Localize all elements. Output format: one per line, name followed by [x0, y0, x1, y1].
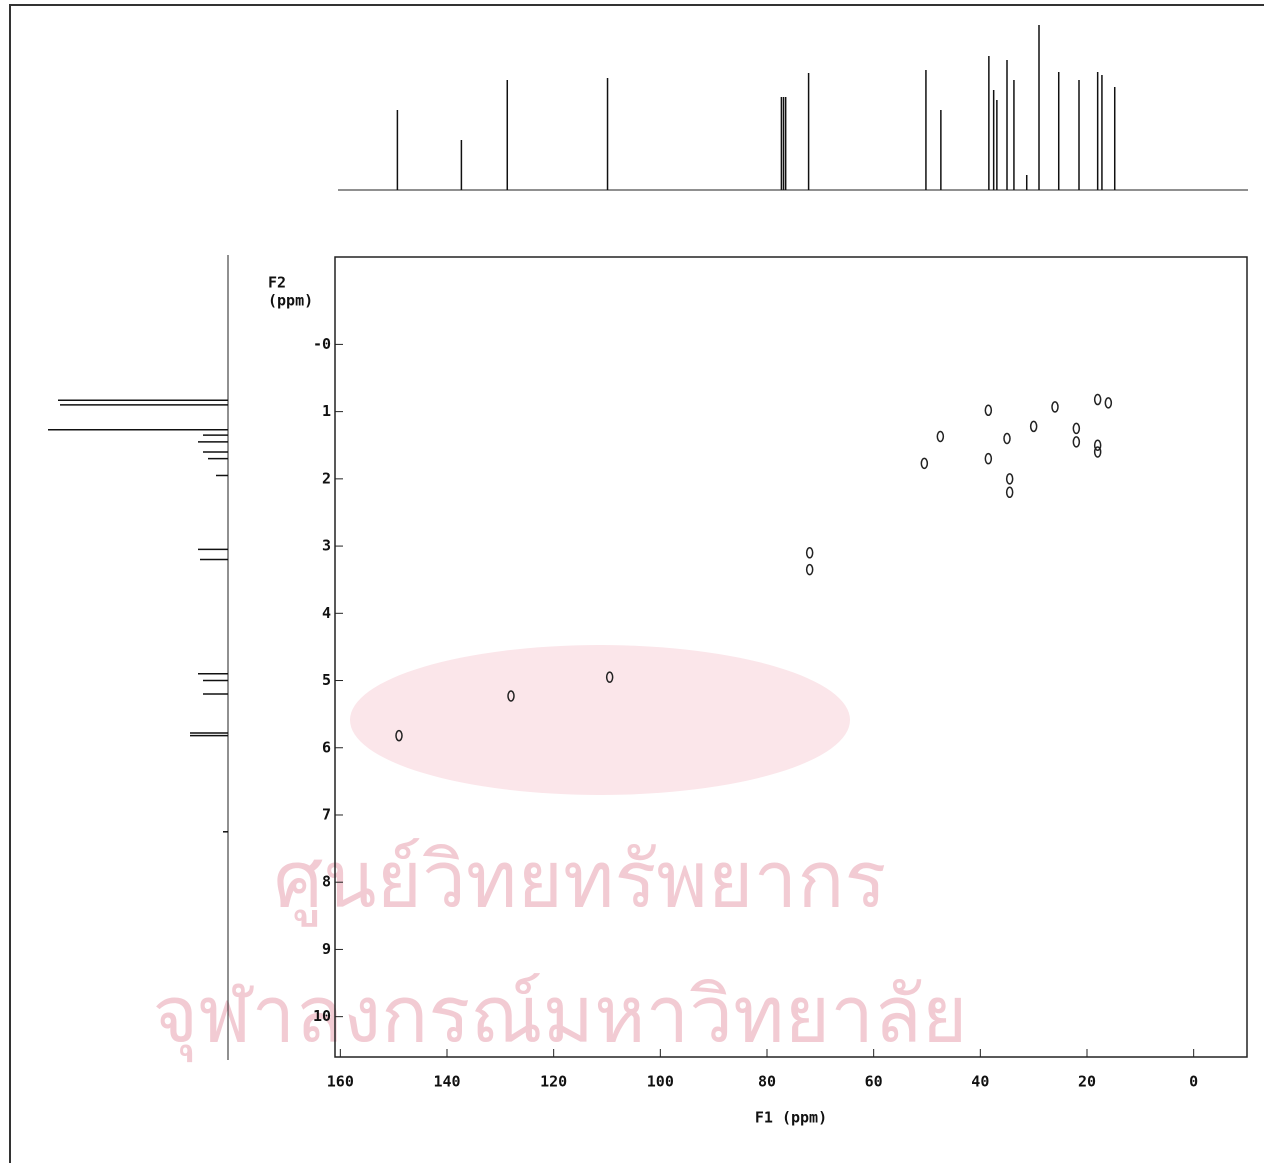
- cross-peak: [1093, 446, 1102, 458]
- cross-peak: [920, 457, 929, 470]
- y-tick-label: 5: [322, 671, 331, 689]
- y-axis-label: (ppm): [268, 292, 313, 310]
- y-tick-label: 3: [322, 537, 331, 555]
- plot-frame: [334, 256, 1248, 1058]
- x-tick-label: 20: [1078, 1073, 1096, 1091]
- x-tick-label: 160: [327, 1073, 354, 1091]
- x-tick-label: 60: [865, 1073, 883, 1091]
- x-tick-label: 40: [971, 1073, 989, 1091]
- cross-peak: [1005, 486, 1014, 499]
- x-tick-label: 80: [758, 1073, 776, 1091]
- x-tick-label: 100: [647, 1073, 674, 1091]
- cross-peak: [805, 547, 814, 559]
- y-tick-label: 1: [322, 402, 331, 420]
- cross-peak: [1093, 439, 1102, 451]
- cross-peak: [1003, 432, 1011, 445]
- cross-peak: [1051, 401, 1059, 413]
- cross-peak: [936, 430, 945, 443]
- cross-peak: [1072, 436, 1081, 448]
- cross-peak: [805, 563, 814, 576]
- watermark-text: จุฬาลงกรณ์มหาวิทยาลัย: [152, 970, 967, 1062]
- page-border: [9, 4, 1264, 1163]
- cross-peak: [605, 671, 614, 683]
- x-tick-label: 120: [540, 1073, 567, 1091]
- cross-peak: [1029, 420, 1038, 433]
- cross-peak: [1072, 422, 1081, 435]
- cross-peak: [1005, 473, 1014, 485]
- y-tick-label: 9: [322, 940, 331, 958]
- x-tick-label: 0: [1189, 1073, 1198, 1091]
- watermark-text: ศูนย์วิทยทรัพยากร: [274, 835, 887, 926]
- y-tick-label: 4: [322, 604, 331, 622]
- y-tick-label: 10: [313, 1007, 331, 1025]
- x-axis-label: F1 (ppm): [755, 1109, 827, 1127]
- y-axis-label: F2: [268, 274, 286, 292]
- cross-peak: [395, 729, 403, 742]
- y-tick-label: 8: [322, 873, 331, 891]
- cross-peak: [984, 404, 993, 417]
- cross-peak: [507, 690, 515, 702]
- cross-peak: [1104, 397, 1113, 409]
- watermark-emblem: [350, 645, 850, 795]
- cross-peak: [984, 452, 993, 465]
- y-tick-label: 6: [322, 738, 331, 756]
- cross-peak: [1093, 393, 1102, 406]
- y-tick-label: 2: [322, 469, 331, 487]
- y-tick-label: 7: [322, 805, 331, 823]
- y-tick-label: -0: [313, 335, 331, 353]
- x-tick-label: 140: [433, 1073, 460, 1091]
